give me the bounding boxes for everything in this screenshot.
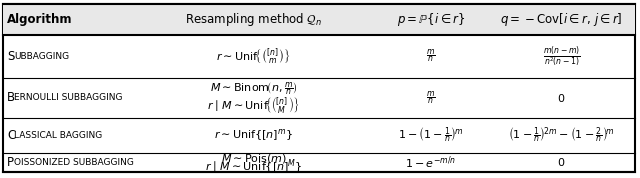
Text: $M \sim \mathrm{Binom}\!\left(n,\frac{m}{n}\right)$: $M \sim \mathrm{Binom}\!\left(n,\frac{m}…: [210, 81, 298, 98]
Text: Resampling method $\mathcal{Q}_n$: Resampling method $\mathcal{Q}_n$: [185, 11, 323, 28]
Text: $1 - e^{-m/n}$: $1 - e^{-m/n}$: [405, 154, 456, 171]
Text: Algorithm: Algorithm: [7, 13, 72, 26]
Text: $\frac{m}{n}$: $\frac{m}{n}$: [426, 48, 436, 65]
Text: $0$: $0$: [557, 92, 566, 104]
Text: B: B: [7, 91, 15, 104]
Text: $q = -\mathrm{Cov}[i \in r,\, j \in r]$: $q = -\mathrm{Cov}[i \in r,\, j \in r]$: [500, 11, 623, 28]
Text: $r \mid M \sim \mathrm{Unif}\{[n]^M\}$: $r \mid M \sim \mathrm{Unif}\{[n]^M\}$: [205, 157, 303, 176]
Text: C: C: [7, 129, 15, 142]
Text: $r \sim \mathrm{Unif}\!\left\{\binom{[n]}{m}\right\}$: $r \sim \mathrm{Unif}\!\left\{\binom{[n]…: [216, 46, 291, 67]
Text: OISSONIZED SUBBAGGING: OISSONIZED SUBBAGGING: [14, 158, 134, 167]
Text: $\frac{m}{n}$: $\frac{m}{n}$: [426, 89, 436, 107]
Text: $M \sim \mathrm{Pois}(m)$: $M \sim \mathrm{Pois}(m)$: [221, 152, 287, 165]
Text: $1 - \left(1-\frac{1}{n}\right)^{\!m}$: $1 - \left(1-\frac{1}{n}\right)^{\!m}$: [398, 126, 463, 145]
Text: $\left(1-\frac{1}{n}\right)^{\!2m} - \left(1-\frac{2}{n}\right)^{\!m}$: $\left(1-\frac{1}{n}\right)^{\!2m} - \le…: [508, 126, 615, 145]
Text: S: S: [7, 50, 14, 63]
Text: LASSICAL BAGGING: LASSICAL BAGGING: [14, 131, 102, 140]
Text: UBBAGGING: UBBAGGING: [14, 52, 69, 61]
Text: $r \sim \mathrm{Unif}\{[n]^m\}$: $r \sim \mathrm{Unif}\{[n]^m\}$: [214, 127, 293, 143]
Text: $p = \mathbb{P}\{i \in r\}$: $p = \mathbb{P}\{i \in r\}$: [397, 11, 465, 28]
Text: $r \mid M \sim \mathrm{Unif}\!\left\{\binom{[n]}{M}\right\}$: $r \mid M \sim \mathrm{Unif}\!\left\{\bi…: [207, 96, 300, 117]
Text: P: P: [7, 156, 14, 169]
Text: $0$: $0$: [557, 156, 566, 169]
Text: $\frac{m(n-m)}{n^2(n-1)}$: $\frac{m(n-m)}{n^2(n-1)}$: [543, 44, 580, 69]
Bar: [3, 4, 635, 35]
Text: ERNOULLI SUBBAGGING: ERNOULLI SUBBAGGING: [14, 93, 122, 102]
